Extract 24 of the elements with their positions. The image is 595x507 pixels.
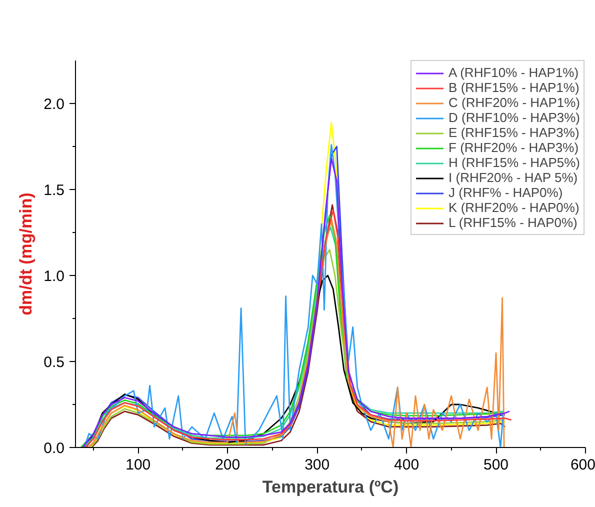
y-axis-title: dm/dt (mg/min) [16,192,36,316]
legend-label: L (RHF15% - HAP0%) [448,215,578,230]
x-tick-label: 300 [304,456,330,474]
x-tick-label: 400 [394,456,420,474]
y-tick-label: 0.0 [44,440,65,457]
y-tick-label: 2.0 [44,96,65,113]
legend-label: K (RHF20% - HAP0%) [448,200,580,215]
x-tick-label: 500 [484,456,509,474]
y-tick-label: 0.5 [44,354,65,371]
x-tick-label: 100 [126,456,151,474]
y-tick-label: 1.0 [44,268,65,285]
y-tick-label: 1.5 [44,182,65,199]
x-tick-label: 200 [215,456,240,474]
legend-label: C (RHF20% - HAP1%) [448,95,580,110]
legend-label: H (RHF15% - HAP5%) [448,155,580,170]
legend-label: J (RHF% - HAP0%) [448,185,563,200]
x-axis-title: Temperatura (ºC) [262,478,399,496]
legend-label: I (RHF20% - HAP 5%) [448,170,578,185]
legend-label: B (RHF15% - HAP1%) [448,80,580,95]
legend-label: D (RHF10% - HAP3%) [448,110,580,125]
legend-label: A (RHF10% - HAP1%) [448,65,579,80]
legend-label: F (RHF20% - HAP3%) [448,140,579,155]
legend-label: E (RHF15% - HAP3%) [448,125,580,140]
x-tick-label: 600 [570,456,595,474]
